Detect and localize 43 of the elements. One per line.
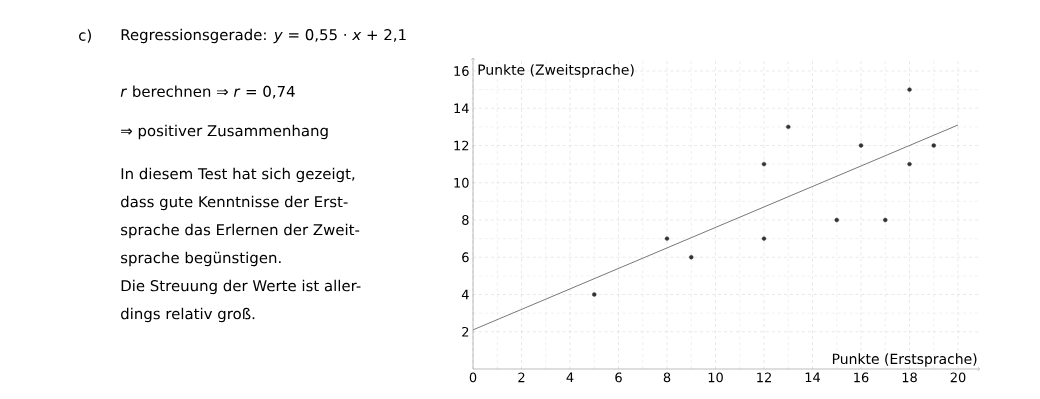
y-tick-label: 16 [454, 66, 469, 76]
point [858, 143, 864, 148]
text: sprache begünstigen. [121, 251, 281, 267]
text: sprache das Erlernen der Zweit- [121, 223, 360, 239]
x-tick-label: 20 [950, 372, 966, 383]
x-tick-label: 0 [469, 372, 477, 383]
point [689, 255, 694, 260]
x-tick-label: 8 [663, 372, 671, 383]
point [664, 236, 670, 241]
point [907, 87, 912, 92]
point [907, 161, 912, 167]
y-tick-label: 10 [454, 177, 469, 188]
text: In diesem Test hat sich gezeigt, [121, 167, 355, 183]
x-tick-label: 18 [902, 372, 917, 383]
x-tick-label: 2 [518, 372, 525, 383]
x-tick-label: 16 [854, 372, 869, 383]
x-tick-label: 6 [615, 372, 622, 383]
text: dass gute Kenntnisse der Erst- [121, 195, 348, 211]
text: Regressionsgerade: y = 0,55 · x + 2,1 [121, 28, 406, 44]
x-tick-label: 4 [566, 372, 574, 382]
text: r berechnen ⇒ r = 0,74 [120, 85, 295, 99]
x-axis-title: Punkte (Erstsprache) [832, 353, 977, 367]
point [834, 217, 839, 223]
text: c) [79, 29, 91, 43]
text: ⇒ positiver Zusammenhang [121, 124, 328, 140]
point [883, 217, 888, 223]
point [761, 161, 767, 167]
x-tick-label: 10 [708, 372, 723, 383]
y-tick-label: 6 [462, 252, 469, 263]
point [592, 292, 597, 297]
point [786, 124, 791, 130]
y-tick-label: 2 [462, 326, 469, 337]
text: Die Streuung der Werte ist aller- [121, 279, 361, 295]
x-tick-label: 12 [757, 372, 771, 383]
x-tick-label: 14 [805, 372, 821, 382]
y-tick-label: 4 [461, 289, 469, 300]
y-axis-title: Punkte (Zweitsprache) [478, 64, 634, 78]
point [931, 143, 936, 148]
y-tick-label: 8 [462, 215, 469, 225]
y-tick-label: 14 [454, 103, 469, 113]
point [761, 236, 767, 241]
text: dings relativ groß. [121, 307, 255, 323]
y-tick-label: 12 [454, 140, 469, 151]
